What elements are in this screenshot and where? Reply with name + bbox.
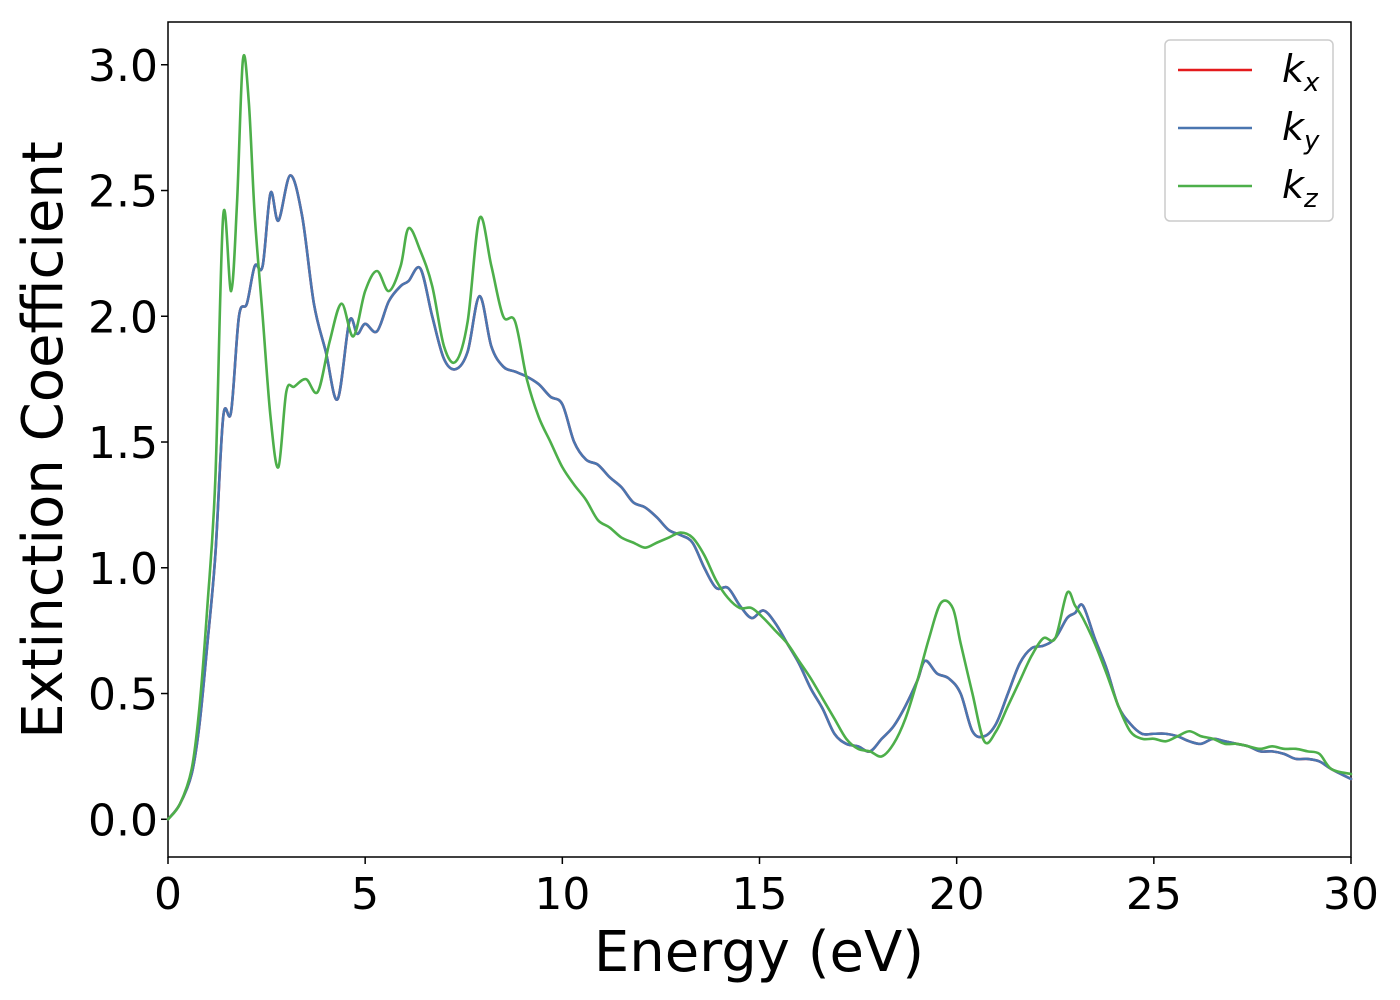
- series-line-kz: [166, 54, 1353, 821]
- legend-label-main: k: [1282, 47, 1306, 91]
- y-tick-label: 1.0: [88, 544, 158, 595]
- x-tick-label: 10: [534, 869, 590, 920]
- y-tick-label: 1.5: [88, 418, 158, 469]
- legend-label-subscript: x: [1303, 68, 1320, 98]
- x-tick-label: 0: [154, 869, 182, 920]
- y-axis-title: Extinction Coefficient: [11, 141, 76, 739]
- y-tick-label: 2.5: [88, 167, 158, 218]
- y-tick-label: 0.0: [88, 795, 158, 846]
- legend-label-subscript: z: [1303, 184, 1319, 214]
- legend-label-subscript: y: [1303, 126, 1320, 156]
- x-axis: 0 5 10 15 20 25 30: [154, 857, 1379, 920]
- x-tick-label: 30: [1323, 869, 1379, 920]
- y-axis: 0.0 0.5 1.0 1.5 2.0 2.5 3.0: [88, 41, 168, 846]
- legend-label-main: k: [1282, 105, 1306, 149]
- plot-frame: [167, 21, 1352, 858]
- legend-label-kx: kx: [1282, 47, 1320, 98]
- series-line-ky: [166, 174, 1353, 821]
- x-tick-label: 25: [1126, 869, 1182, 920]
- y-tick-label: 2.0: [88, 292, 158, 343]
- legend-box: [1164, 39, 1334, 222]
- x-axis-title: Energy (eV): [594, 920, 924, 985]
- x-tick-label: 15: [732, 869, 788, 920]
- series-lines: [166, 54, 1353, 821]
- y-tick-label: 3.0: [88, 41, 158, 92]
- legend-label-kz: kz: [1282, 163, 1319, 214]
- x-tick-label: 5: [351, 869, 379, 920]
- y-tick-label: 0.5: [88, 670, 158, 721]
- legend-label-main: k: [1282, 163, 1306, 207]
- x-tick-label: 20: [929, 869, 985, 920]
- legend-label-ky: ky: [1282, 105, 1320, 156]
